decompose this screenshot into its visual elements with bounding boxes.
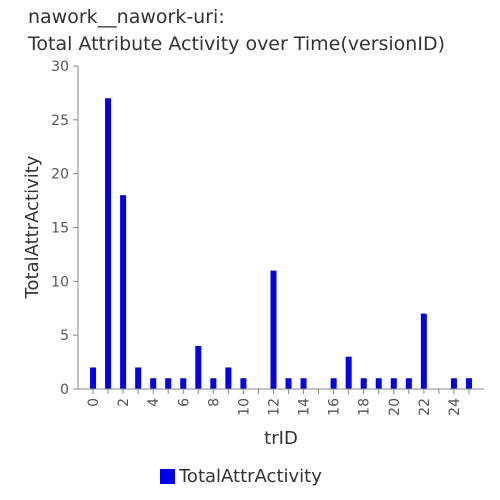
bar <box>361 378 367 389</box>
y-tick-label: 25 <box>51 113 69 129</box>
x-tick-label: 4 <box>146 398 162 407</box>
x-tick-label: 0 <box>86 398 102 407</box>
x-tick-label: 6 <box>176 398 192 407</box>
y-tick-label: 15 <box>51 221 69 237</box>
bars-group <box>90 98 472 389</box>
bar <box>105 98 111 389</box>
bar <box>451 378 457 389</box>
x-tick-label: 24 <box>447 398 463 416</box>
bar <box>301 378 307 389</box>
bar <box>210 378 216 389</box>
x-tick-label: 20 <box>387 398 403 416</box>
y-tick-label: 0 <box>60 382 69 398</box>
bar <box>90 367 96 389</box>
bar <box>466 378 472 389</box>
y-tick-label: 30 <box>51 59 69 75</box>
bar <box>391 378 397 389</box>
x-tick-label: 16 <box>327 398 343 416</box>
x-tick-label: 2 <box>116 398 132 407</box>
bar <box>270 271 276 389</box>
y-tick-label: 5 <box>60 328 69 344</box>
x-tick-label: 10 <box>236 398 252 416</box>
bar <box>135 367 141 389</box>
bar <box>195 346 201 389</box>
x-tick-label: 12 <box>266 398 282 416</box>
bar <box>120 195 126 389</box>
bar <box>331 378 337 389</box>
bar <box>421 314 427 389</box>
bar <box>225 367 231 389</box>
bar <box>165 378 171 389</box>
bar <box>286 378 292 389</box>
bar <box>180 378 186 389</box>
x-tick-label: 8 <box>206 398 222 407</box>
y-tick-label: 20 <box>51 167 69 183</box>
bar <box>376 378 382 389</box>
bar <box>150 378 156 389</box>
x-tick-label: 14 <box>297 398 313 416</box>
legend-swatch <box>160 469 175 484</box>
legend-label: TotalAttrActivity <box>179 466 322 487</box>
bar <box>240 378 246 389</box>
bar <box>406 378 412 389</box>
y-tick-label: 10 <box>51 274 69 290</box>
x-tick-label: 22 <box>417 398 433 416</box>
legend: TotalAttrActivity <box>160 466 322 487</box>
x-tick-label: 18 <box>357 398 373 416</box>
x-axis-label: trID <box>264 428 298 449</box>
bar <box>346 357 352 389</box>
y-axis-label: TotalAttrActivity <box>22 155 43 299</box>
